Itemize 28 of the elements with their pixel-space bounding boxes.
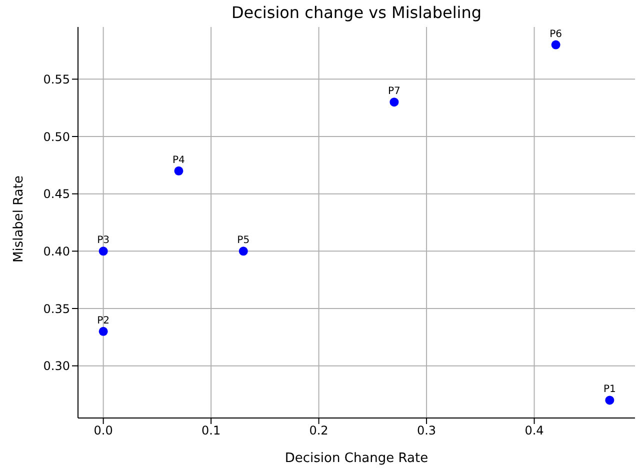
y-tick-label: 0.55 bbox=[43, 72, 70, 86]
y-tick-label: 0.35 bbox=[43, 302, 70, 316]
annotation: P2 bbox=[97, 315, 110, 326]
y-axis-title: Mislabel Rate bbox=[12, 176, 27, 262]
x-axis-title: Decision Change Rate bbox=[284, 451, 428, 466]
point bbox=[238, 246, 248, 256]
point bbox=[551, 40, 560, 50]
x-tick-label: 0.0 bbox=[94, 424, 113, 438]
annotation: P7 bbox=[388, 86, 400, 98]
x-tick-label: 0.4 bbox=[524, 424, 544, 438]
point bbox=[98, 246, 108, 256]
annotation: P3 bbox=[97, 235, 110, 246]
x-tick-label: 0.1 bbox=[202, 424, 221, 438]
annotation: P6 bbox=[550, 28, 562, 40]
point bbox=[98, 326, 108, 336]
annotation: P5 bbox=[237, 235, 250, 246]
chart-title: Decision change vs Mislabeling bbox=[230, 3, 483, 22]
y-tick-label: 0.30 bbox=[43, 359, 70, 374]
y-tick-label: 0.45 bbox=[43, 187, 70, 202]
point bbox=[390, 98, 399, 107]
y-tick-label: 0.50 bbox=[43, 130, 70, 144]
y-tick-label: 0.40 bbox=[43, 244, 70, 258]
annotation: P1 bbox=[603, 384, 616, 396]
annotation: P4 bbox=[172, 154, 185, 166]
point bbox=[605, 396, 614, 405]
x-tick-label: 0.3 bbox=[416, 424, 436, 438]
x-tick-label: 0.2 bbox=[309, 424, 328, 438]
point bbox=[174, 166, 184, 176]
